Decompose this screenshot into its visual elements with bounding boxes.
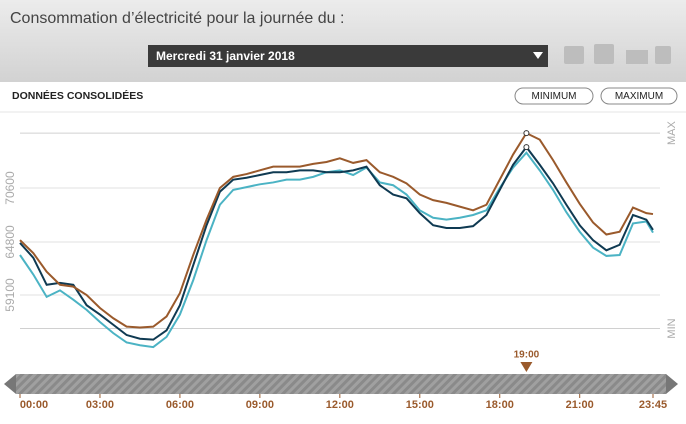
x-tick-label: 21:00: [566, 399, 594, 411]
maximum-button-label: MAXIMUM: [615, 91, 663, 102]
cursor-point: [523, 144, 530, 151]
print-icon[interactable]: [655, 46, 671, 64]
x-tick-label: 09:00: [246, 399, 274, 411]
maximum-button[interactable]: [600, 87, 678, 105]
cursor-marker: [520, 362, 533, 372]
series-line: [19, 131, 654, 329]
calendar-icon[interactable]: [564, 46, 584, 64]
date-select-text: Mercredi 31 janvier 2018: [156, 49, 295, 63]
minimum-button[interactable]: [514, 87, 594, 105]
header-bar: [0, 0, 686, 82]
scroll-right[interactable]: [666, 374, 678, 394]
x-tick-label: 00:00: [20, 399, 48, 411]
x-tick-label: 18:00: [486, 399, 514, 411]
toolbar-icons: [564, 44, 671, 64]
y-tick-label: 64800: [3, 225, 17, 259]
x-tick-label: 06:00: [166, 399, 194, 411]
scrollbar[interactable]: [16, 374, 666, 394]
minimum-button-label: MINIMUM: [532, 91, 577, 102]
y-tick-label: 59100: [3, 278, 17, 312]
section-title: DONNÉES CONSOLIDÉES: [12, 89, 143, 102]
mail-icon[interactable]: [626, 50, 648, 64]
select-arrow: [533, 52, 543, 59]
scroll-left[interactable]: [4, 374, 16, 394]
reference-label: MAX: [666, 121, 678, 146]
reference-label: MIN: [666, 318, 678, 338]
calendar-a-icon[interactable]: [594, 44, 614, 64]
x-tick-label: 15:00: [406, 399, 434, 411]
header-title: Consommation d’électricité pour la journ…: [10, 10, 344, 27]
x-tick-label: 12:00: [326, 399, 354, 411]
y-tick-label: 70600: [3, 171, 17, 205]
series-line: [19, 151, 654, 349]
x-tick-label: 23:45: [639, 399, 667, 411]
series-line: [19, 145, 654, 341]
x-tick-label: 03:00: [86, 399, 114, 411]
cursor-point: [523, 130, 530, 137]
date-select[interactable]: [148, 45, 548, 67]
cursor-label: 19:00: [514, 350, 540, 361]
